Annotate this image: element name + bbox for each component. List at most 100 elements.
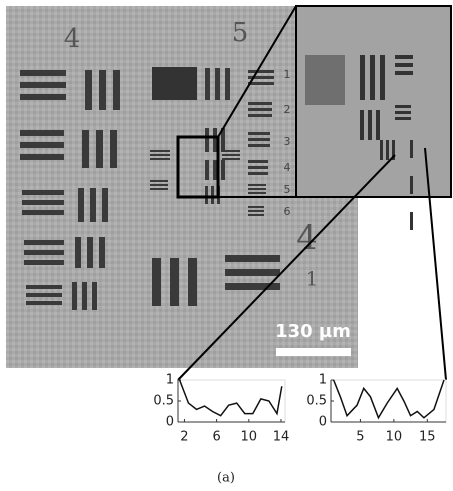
bar: [225, 68, 230, 100]
bar: [395, 63, 413, 67]
bar: [102, 188, 108, 222]
bar: [152, 258, 161, 306]
inset-block: [305, 55, 345, 105]
y-tick-label: 1: [166, 373, 174, 388]
bar: [248, 184, 266, 186]
bar: [248, 210, 264, 212]
bar: [150, 180, 168, 182]
bar: [248, 114, 272, 117]
x-tick-label: 10: [386, 430, 403, 445]
bar: [99, 70, 106, 110]
x-tick-label: 2: [180, 430, 188, 445]
bar: [110, 130, 117, 168]
element-number: 5: [284, 183, 291, 196]
bar: [26, 293, 62, 297]
bar: [22, 200, 64, 205]
bar: [380, 55, 385, 100]
bar: [82, 282, 87, 310]
bar: [248, 82, 274, 85]
figure: 45741123456 130 µm (a) 00.5126101400.515…: [0, 0, 453, 491]
y-tick-label: 0.5: [153, 394, 174, 409]
element-number: 2: [284, 103, 291, 116]
bar: [24, 260, 64, 265]
scale-bar: [276, 348, 351, 356]
caption: (a): [217, 471, 235, 486]
bar: [410, 140, 413, 158]
scale-bar-label: 130 µm: [275, 321, 351, 342]
bar: [90, 188, 96, 222]
bar: [360, 110, 364, 140]
bar: [380, 140, 383, 160]
bar: [215, 68, 220, 100]
bar: [20, 154, 64, 160]
bar: [376, 110, 380, 140]
bar: [188, 258, 197, 306]
bar: [150, 150, 170, 152]
element-number: 1: [284, 68, 291, 81]
element-number: 4: [284, 161, 291, 174]
bar: [370, 55, 375, 100]
bar: [20, 130, 64, 136]
bar: [85, 70, 92, 110]
bar: [410, 176, 413, 194]
bar: [248, 188, 266, 190]
bar: [395, 111, 411, 114]
bar: [26, 301, 62, 305]
y-tick-label: 0: [319, 415, 327, 430]
y-tick-label: 1: [319, 373, 327, 388]
bar: [72, 282, 77, 310]
bar: [150, 158, 170, 160]
bar: [225, 269, 280, 276]
bar: [24, 250, 64, 255]
x-tick-label: 5: [356, 430, 364, 445]
bar: [395, 71, 413, 75]
group-number: 4: [64, 24, 81, 54]
bar: [20, 94, 66, 100]
bar: [211, 186, 214, 204]
bar: [92, 282, 97, 310]
bar: [150, 184, 168, 186]
bar: [368, 110, 372, 140]
bar: [99, 237, 105, 268]
bar: [75, 237, 81, 268]
profile-line: [180, 380, 282, 416]
bar: [20, 142, 64, 148]
bar: [248, 160, 268, 163]
bar: [20, 70, 66, 76]
bar: [213, 128, 217, 152]
bar: [248, 138, 270, 141]
bar: [152, 67, 197, 100]
bar: [213, 160, 217, 180]
bar: [205, 160, 209, 180]
group-number: 1: [306, 267, 319, 291]
bar: [26, 285, 62, 289]
bar: [386, 140, 389, 160]
bar: [22, 190, 64, 195]
bar: [248, 206, 264, 208]
bar: [170, 258, 179, 306]
bar: [82, 130, 89, 168]
x-tick-label: 10: [241, 430, 258, 445]
bar: [222, 154, 240, 156]
bar: [221, 160, 225, 180]
bar: [248, 192, 266, 194]
bar: [222, 158, 240, 160]
bar: [248, 108, 272, 111]
x-tick-label: 14: [273, 430, 290, 445]
bar: [225, 255, 280, 262]
x-tick-label: 6: [212, 430, 220, 445]
element-number: 6: [284, 205, 291, 218]
bar: [360, 55, 365, 100]
bar: [248, 144, 270, 147]
bar: [22, 210, 64, 215]
bar: [113, 70, 120, 110]
bar: [248, 70, 274, 73]
element-number: 3: [284, 135, 291, 148]
bar: [150, 154, 170, 156]
x-tick-label: 15: [419, 430, 436, 445]
bar: [205, 128, 209, 152]
bar: [248, 132, 270, 135]
profile-line: [334, 380, 444, 418]
group-number: 5: [232, 18, 249, 48]
bar: [24, 240, 64, 245]
